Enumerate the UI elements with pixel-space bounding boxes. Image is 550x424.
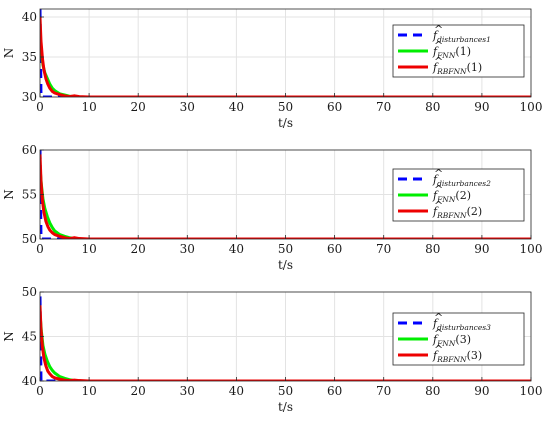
legend: fdisturbances2^fFNN(2)^fRBFNN(2)^ (392, 167, 525, 222)
x-tick-label: 90 (474, 384, 489, 398)
legend-hat: ^ (434, 23, 443, 36)
x-tick-label: 30 (180, 242, 195, 256)
y-tick-label: 55 (22, 188, 37, 202)
x-tick-label: 40 (229, 242, 244, 256)
chart-panel-3: 0 10 20 30 40 50 60 70 80 90 100 40 45 50 t/s Nfdisturb… (2, 285, 542, 414)
x-tick-label: 100 (520, 384, 543, 398)
x-tick-label: 60 (327, 384, 342, 398)
legend: fdisturbances3^fFNN(3)^fRBFNN(3)^ (392, 311, 525, 366)
x-axis-label: t/s (278, 116, 293, 130)
x-tick-label: 50 (278, 100, 293, 114)
x-tick-label: 0 (36, 242, 44, 256)
legend-entry: fdisturbances2 (432, 173, 491, 188)
x-axis-label: t/s (278, 258, 293, 272)
x-tick-label: 70 (376, 100, 391, 114)
y-tick-label: 60 (22, 143, 37, 157)
x-axis-label: t/s (278, 400, 293, 414)
legend-entry: fRBFNN(2) (432, 205, 482, 220)
series-group (40, 9, 531, 97)
x-tick-label: 70 (376, 242, 391, 256)
legend-entry: fFNN(3) (432, 333, 471, 348)
x-tick-label: 100 (520, 100, 543, 114)
x-tick-label: 50 (278, 384, 293, 398)
legend-entry: fdisturbances1 (432, 29, 491, 44)
x-tick-label: 100 (520, 242, 543, 256)
x-tick-label: 40 (229, 384, 244, 398)
x-tick-label: 10 (81, 100, 96, 114)
legend-hat: ^ (434, 327, 443, 340)
legend-hat: ^ (434, 311, 443, 324)
x-tick-label: 0 (36, 384, 44, 398)
series-line-rbfnn (40, 16, 531, 97)
legend-entry: fFNN(2) (432, 189, 471, 204)
series-group (40, 296, 531, 381)
y-axis-label: N (2, 331, 16, 342)
x-tick-label: 80 (425, 384, 440, 398)
legend-hat: ^ (434, 199, 443, 212)
x-tick-label: 20 (131, 242, 146, 256)
y-axis-label: N (2, 189, 16, 200)
x-tick-label: 80 (425, 242, 440, 256)
x-tick-label: 10 (81, 242, 96, 256)
y-tick-label: 45 (22, 330, 37, 344)
legend-entry: fRBFNN(1) (432, 61, 482, 76)
x-tick-label: 40 (229, 100, 244, 114)
x-tick-label: 30 (180, 384, 195, 398)
x-tick-label: 70 (376, 384, 391, 398)
x-tick-label: 90 (474, 100, 489, 114)
x-tick-label: 0 (36, 100, 44, 114)
chart-panel-1: 0 10 20 30 40 50 60 70 80 90 100 30 35 40 t/s Nfdisturb… (2, 8, 543, 130)
legend-entry: fFNN(1) (432, 45, 471, 60)
y-tick-label: 30 (22, 90, 37, 104)
x-tick-label: 20 (131, 384, 146, 398)
y-tick-label: 40 (22, 374, 37, 388)
legend-hat: ^ (434, 55, 443, 68)
x-tick-label: 60 (327, 242, 342, 256)
series-line-rbfnn (40, 305, 531, 381)
legend-entry: fRBFNN(3) (432, 349, 482, 364)
y-tick-label: 35 (22, 50, 37, 64)
y-axis-label: N (2, 48, 16, 59)
legend-hat: ^ (434, 343, 443, 356)
x-tick-label: 60 (327, 100, 342, 114)
y-tick-label: 40 (22, 10, 37, 24)
legend: fdisturbances1^fFNN(1)^fRBFNN(1)^ (392, 23, 525, 78)
x-tick-label: 10 (81, 384, 96, 398)
x-tick-label: 20 (131, 100, 146, 114)
chart-panel-2: 0 10 20 30 40 50 60 70 80 90 100 50 55 60 t/s Nfdisturb… (2, 143, 542, 272)
series-group (40, 150, 531, 239)
series-line-rbfnn (40, 154, 531, 239)
x-tick-label: 30 (180, 100, 195, 114)
y-tick-label: 50 (22, 232, 37, 246)
x-tick-label: 50 (278, 242, 293, 256)
x-tick-label: 80 (425, 100, 440, 114)
legend-hat: ^ (434, 183, 443, 196)
x-tick-label: 90 (474, 242, 489, 256)
y-tick-label: 50 (22, 285, 37, 299)
legend-entry: fdisturbances3 (432, 317, 491, 332)
legend-hat: ^ (434, 167, 443, 180)
legend-hat: ^ (434, 39, 443, 52)
